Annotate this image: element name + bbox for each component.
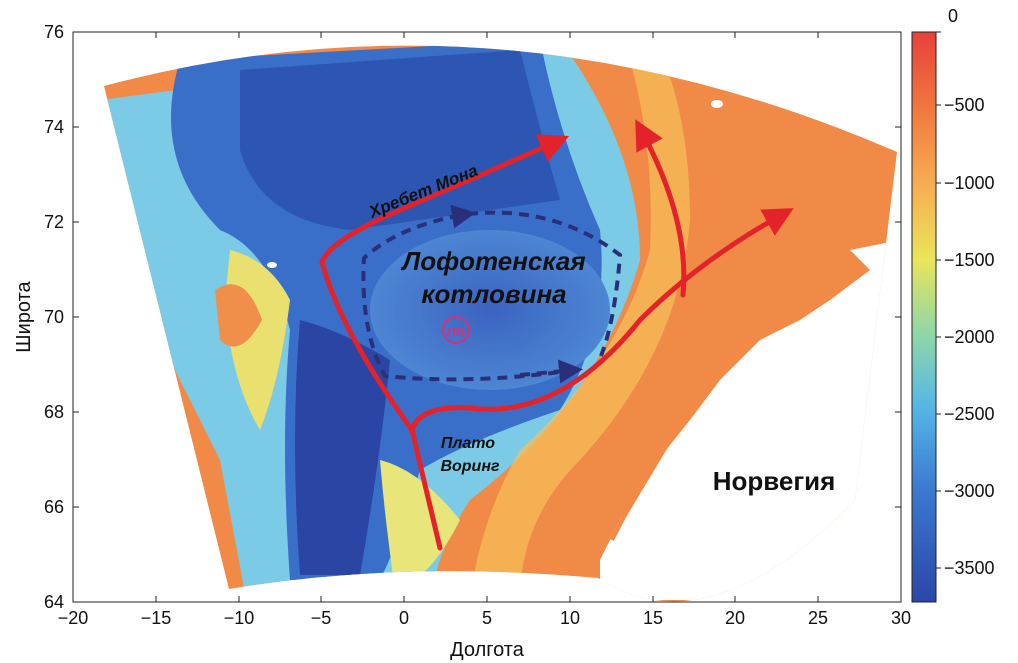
bathymetry-field	[104, 45, 897, 602]
y-tick-label: 70	[44, 307, 64, 327]
colorbar-tick-marks	[936, 31, 941, 569]
x-tick-label: 0	[399, 608, 409, 628]
colorbar-tick-label: −3500	[944, 558, 995, 578]
y-tick-label: 76	[44, 22, 64, 42]
x-tick-label: −15	[141, 608, 172, 628]
x-tick-labels: −20 −15 −10 −5 0 5 10 15 20 25 30	[58, 608, 911, 628]
voring-plateau-label-line1: Плато	[441, 435, 495, 452]
x-tick-label: 10	[560, 608, 580, 628]
colorbar-tick-label: −1500	[944, 250, 995, 270]
vortex-label: ЛВ	[447, 324, 466, 339]
x-tick-label: 25	[808, 608, 828, 628]
x-axis-title: Долгота	[450, 639, 525, 661]
y-axis-title: Широта	[13, 280, 35, 352]
current-arrows	[319, 119, 794, 551]
x-tick-marks	[72, 32, 902, 602]
y-tick-label: 64	[44, 592, 64, 612]
x-tick-label: 30	[891, 608, 911, 628]
x-tick-label: 15	[643, 608, 663, 628]
y-tick-label: 74	[44, 117, 64, 137]
y-tick-labels: 64 66 68 70 72 74 76	[44, 22, 64, 612]
x-tick-label: −5	[311, 608, 332, 628]
voring-plateau-label-line2: Воринг	[440, 458, 500, 475]
norway-label: Норвегия	[713, 466, 836, 496]
basin-label-line1: Лофотенская	[400, 246, 585, 276]
y-tick-label: 66	[44, 497, 64, 517]
lofoten-vortex-icon: ЛВ	[442, 316, 470, 344]
gyre-arrow-end	[519, 359, 583, 384]
basin-label-line2: котловина	[421, 279, 566, 309]
colorbar-tick-label: −2500	[944, 404, 995, 424]
colorbar-tick-labels: 0 −500 −1000 −1500 −2000 −2500 −3000 −35…	[944, 6, 995, 578]
y-tick-label: 72	[44, 212, 64, 232]
x-tick-label: 20	[725, 608, 745, 628]
x-tick-label: −10	[224, 608, 255, 628]
norway-branch-current	[635, 119, 687, 298]
x-tick-label: −20	[58, 608, 89, 628]
colorbar-tick-label: −1000	[944, 173, 995, 193]
slope-current-main	[319, 134, 570, 551]
colorbar-tick-label: 0	[948, 6, 958, 26]
colorbar-tick-label: −500	[944, 95, 985, 115]
colorbar	[911, 31, 937, 603]
voring-branch-current	[409, 208, 794, 433]
x-tick-label: 5	[482, 608, 492, 628]
colorbar-tick-label: −2000	[944, 327, 995, 347]
y-tick-marks	[73, 31, 901, 603]
y-tick-label: 68	[44, 402, 64, 422]
colorbar-tick-label: −3000	[944, 481, 995, 501]
lofoten-gyre-dashed	[361, 213, 623, 382]
